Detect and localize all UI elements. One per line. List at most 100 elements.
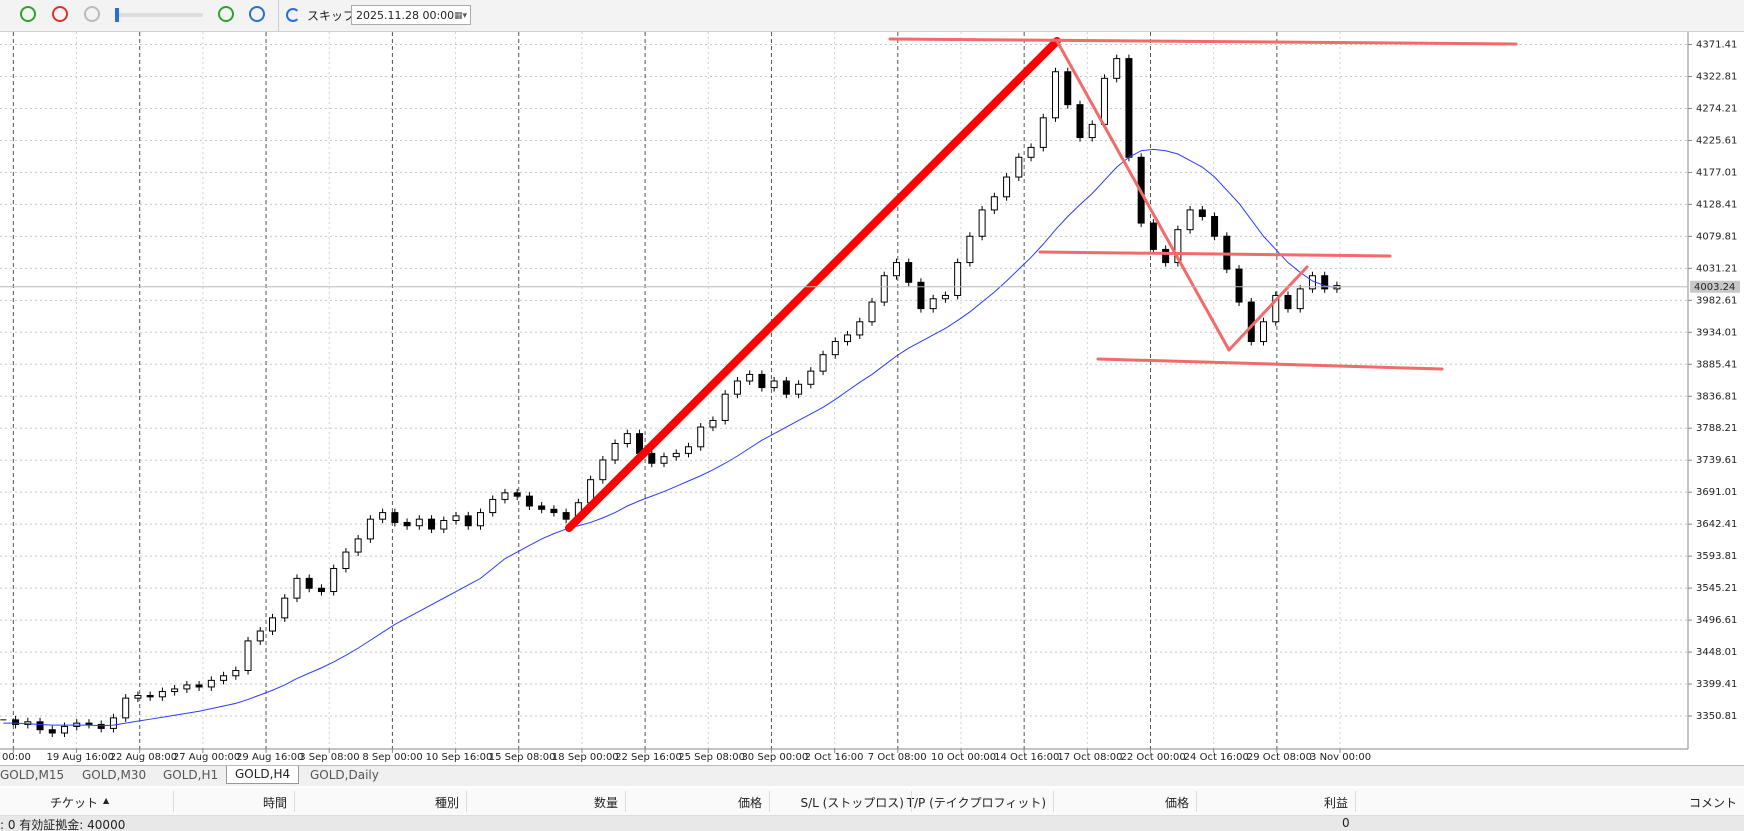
x-tick-label: 22 Sep 16:00 [615, 752, 682, 763]
skip-label[interactable]: スキップ [307, 9, 356, 23]
candle [1113, 58, 1121, 79]
candle [1198, 209, 1206, 218]
candle [440, 519, 448, 530]
terminal-header: チケット 時間 種別 数量 価格 S/L (ストップロス) T/P (テイクプロフィット) 価… [0, 788, 1744, 816]
y-tick-label: 3739.61 [1696, 455, 1737, 466]
candle [831, 341, 839, 356]
y-tick-label: 3448.01 [1696, 647, 1737, 658]
candle [954, 262, 962, 296]
chart-tab[interactable]: GOLD,M15 [0, 768, 65, 782]
candle [538, 505, 546, 510]
column-separator [769, 791, 770, 812]
candle [452, 515, 460, 521]
candle [109, 717, 117, 729]
trendline[interactable] [1227, 265, 1309, 352]
column-header[interactable]: S/L (ストップロス) [800, 796, 904, 810]
x-tick-label: 14 Oct 16:00 [994, 752, 1059, 763]
candle [1052, 71, 1060, 119]
date-value: 2025.11.28 00:00 [356, 9, 455, 22]
candle [684, 446, 692, 454]
speed-slider[interactable] [115, 13, 203, 17]
column-header[interactable]: 価格 [1164, 796, 1189, 810]
candle [721, 393, 729, 421]
profit: 0 [1342, 816, 1350, 830]
date-input[interactable]: 2025.11.28 00:00 ▦▾ [351, 5, 471, 25]
candle [770, 380, 778, 389]
current-price-label: 4003.24 [1694, 282, 1735, 293]
candle [1321, 275, 1329, 290]
skip-icon[interactable] [286, 8, 300, 22]
chart-tab[interactable]: GOLD,H1 [163, 768, 219, 782]
y-tick-label: 4079.81 [1696, 231, 1737, 242]
y-tick-label: 4371.41 [1696, 40, 1737, 51]
candle [464, 515, 472, 527]
candle [195, 684, 203, 688]
candle [183, 684, 191, 690]
y-tick-label: 3496.61 [1696, 615, 1737, 626]
candle [1088, 123, 1096, 139]
x-tick-label: 3 Nov 00:00 [1310, 752, 1371, 763]
skip-to-end-button[interactable] [249, 6, 265, 22]
candle [403, 521, 411, 527]
candle [1125, 58, 1133, 158]
column-header[interactable]: チケット [50, 796, 99, 810]
fast-forward-button[interactable] [218, 6, 234, 22]
date-dropdown[interactable]: ▦▾ [453, 11, 467, 21]
candle [611, 443, 619, 461]
x-tick-label: 3 Sep 08:00 [299, 752, 359, 763]
candle [819, 354, 827, 372]
candle [48, 729, 56, 734]
column-header[interactable]: 価格 [737, 796, 762, 810]
candle [354, 538, 362, 553]
x-tick-label: 10 Sep 16:00 [426, 752, 493, 763]
x-tick-label: 29 Oct 08:00 [1247, 752, 1312, 763]
chart-tab[interactable]: GOLD,Daily [310, 768, 379, 782]
candle [293, 577, 301, 599]
y-tick-label: 3399.41 [1696, 679, 1737, 690]
candles [0, 54, 1341, 738]
x-tick-label: 7 Oct 08:00 [868, 752, 927, 763]
trendline[interactable] [1096, 357, 1444, 371]
column-separator [625, 791, 626, 812]
column-header[interactable]: 利益 [1323, 796, 1348, 810]
column-header[interactable]: コメント [1688, 796, 1737, 810]
x-tick-label: 00:00 [2, 752, 31, 763]
column-header[interactable]: 数量 [593, 796, 618, 810]
column-header[interactable]: 時間 [262, 796, 287, 810]
y-tick-label: 3350.81 [1696, 711, 1737, 722]
trendline[interactable] [1055, 39, 1231, 352]
x-tick-label: 15 Sep 08:00 [489, 752, 556, 763]
candle [207, 679, 215, 688]
trendline[interactable] [888, 37, 1518, 46]
candle [1162, 248, 1170, 264]
y-tick-label: 3836.81 [1696, 391, 1737, 402]
candle [1039, 117, 1047, 148]
candle [599, 459, 607, 481]
candle [1235, 268, 1243, 303]
trendline[interactable] [1038, 250, 1392, 258]
candle [501, 492, 509, 500]
slider-thumb[interactable] [115, 8, 119, 22]
candle [85, 722, 93, 725]
candle [1272, 294, 1280, 323]
play-button[interactable] [20, 6, 36, 22]
stop-button[interactable] [52, 6, 68, 22]
y-tick-label: 3934.01 [1696, 327, 1737, 338]
column-separator [1196, 791, 1197, 812]
candle [1100, 77, 1108, 125]
trendline[interactable] [565, 37, 1061, 532]
candle [1076, 104, 1084, 139]
candle [966, 235, 974, 264]
candle [807, 370, 815, 385]
column-header[interactable]: T/P (テイクプロフィット) [906, 796, 1046, 810]
column-header[interactable]: 種別 [434, 796, 459, 810]
candle [648, 452, 656, 464]
candle [782, 380, 790, 395]
candle [868, 301, 876, 323]
chart-tab[interactable]: GOLD,H4 [226, 766, 300, 784]
step-back-button[interactable] [84, 6, 100, 22]
equity: : 0 有効証拠金: 40000 [0, 818, 126, 831]
grid [0, 32, 1688, 749]
candle [1149, 222, 1157, 250]
chart-tab[interactable]: GOLD,M30 [82, 768, 147, 782]
